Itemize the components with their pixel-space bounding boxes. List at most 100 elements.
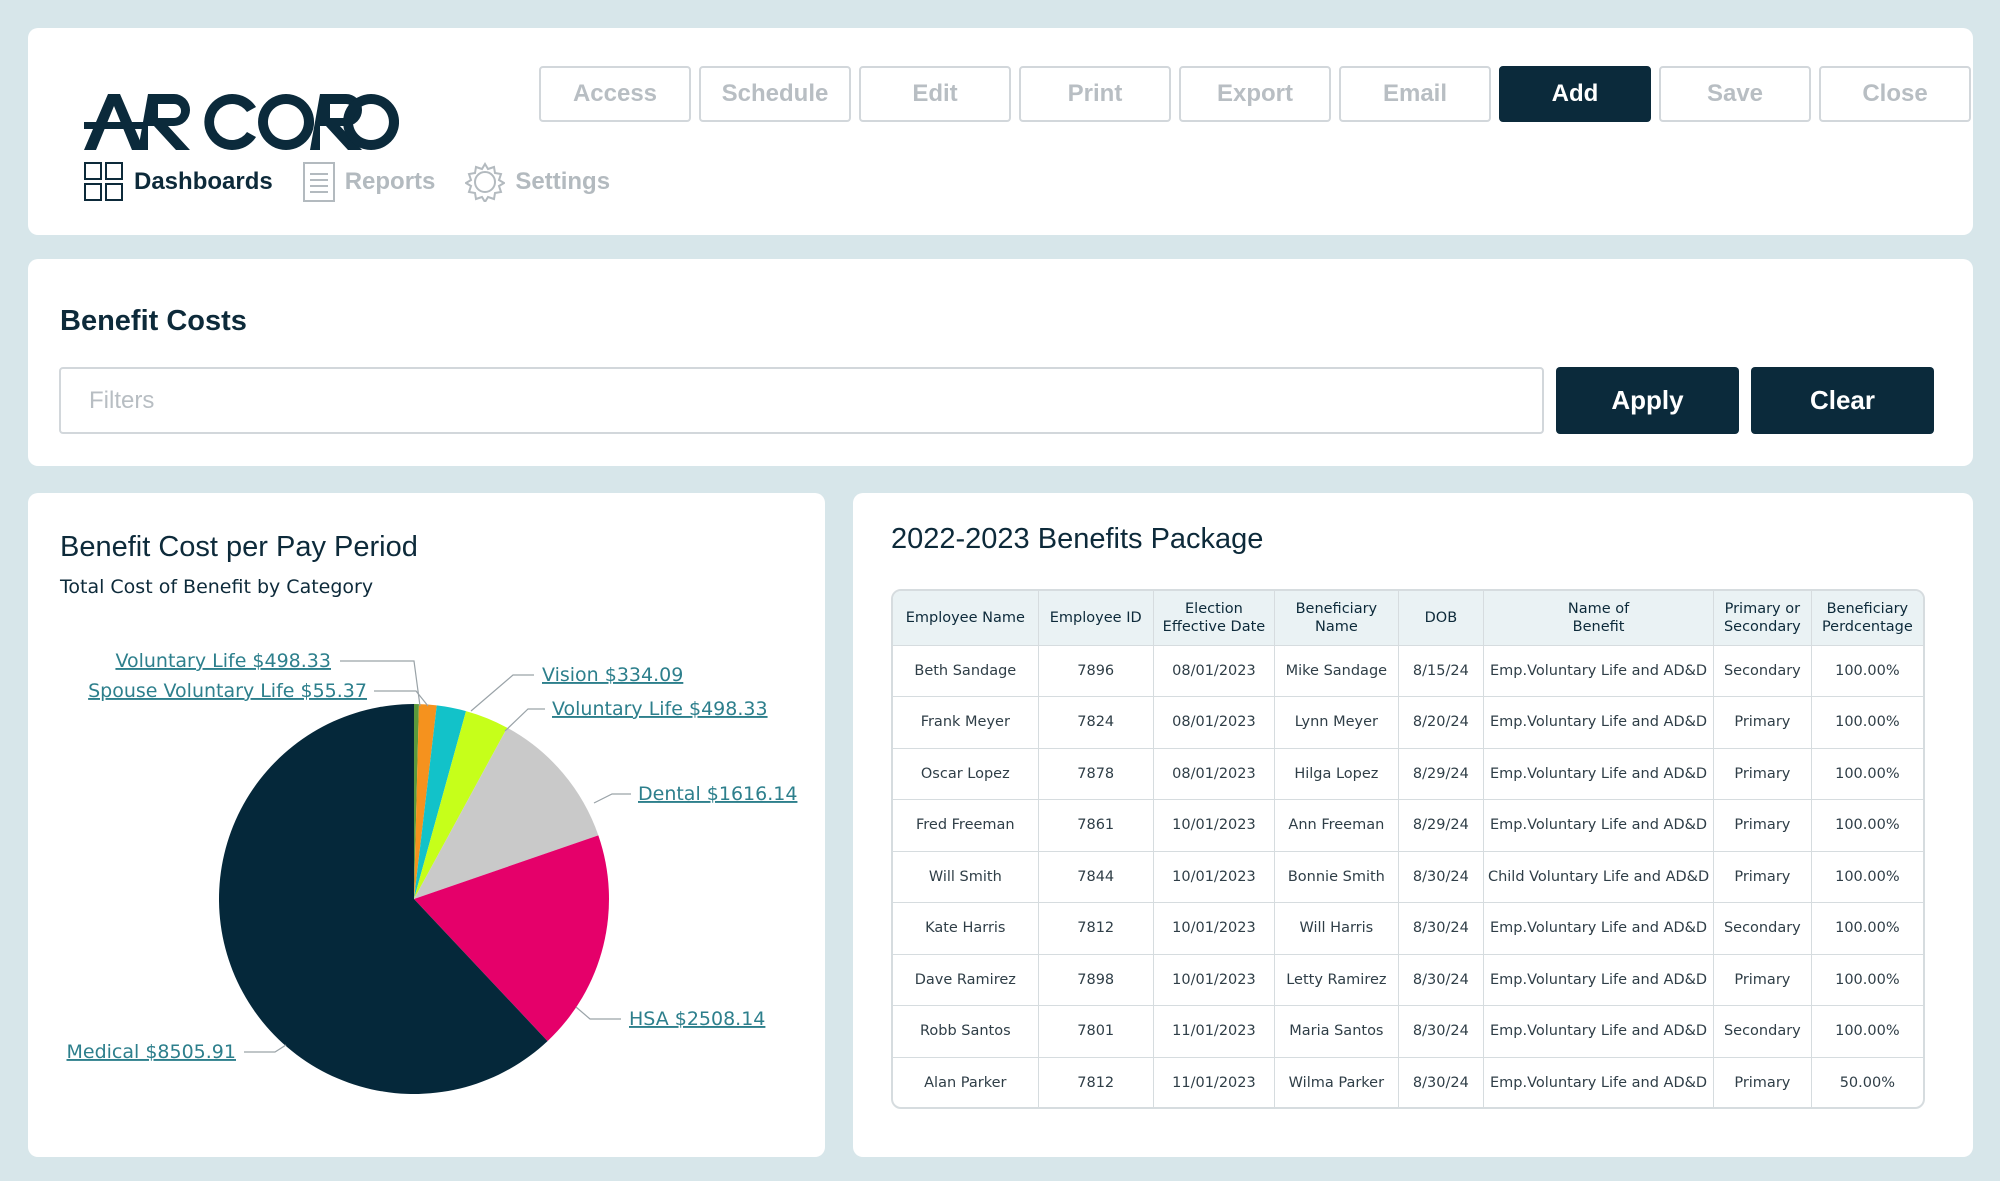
document-icon [302,162,335,202]
table-cell: Primary [1713,851,1812,903]
table-row[interactable]: Beth Sandage 7896 08/01/2023 Mike Sandage 8/… [893,645,1923,697]
table-cell: Bonnie Smith [1274,851,1399,903]
table-row[interactable]: Fred Freeman 7861 10/01/2023 Ann Freeman 8/2… [893,799,1923,852]
pie-slice[interactable] [414,835,609,1042]
table-cell: 08/01/2023 [1153,645,1276,697]
table-cell: 100.00% [1811,645,1923,697]
add-button[interactable]: Add [1499,66,1651,122]
email-button[interactable]: Email [1339,66,1491,122]
pie-slice[interactable] [414,705,467,899]
export-button[interactable]: Export [1179,66,1331,122]
column-header-line: DOB [1424,609,1458,626]
column-header-line: Election [1185,600,1243,617]
pie-leader-line [374,690,429,707]
pie-slice[interactable] [414,727,599,899]
table-cell: 7896 [1038,645,1154,697]
tab-settings[interactable]: Settings [465,162,610,202]
column-header-line: Benefit [1572,618,1625,635]
table-cell: Emp.Voluntary Life and AD&D [1483,902,1714,955]
filters-input[interactable] [59,367,1544,434]
tab-dashboards[interactable]: Dashboards [84,162,273,202]
pie-slice[interactable] [219,704,548,1094]
table-cell: Robb Santos [893,1005,1039,1058]
table-cell: Will Smith [893,851,1039,903]
tab-reports-label: Reports [344,168,436,195]
table-cell: 7898 [1038,954,1154,1006]
table-row[interactable]: Dave Ramirez 7898 10/01/2023 Letty Ramirez 8… [893,954,1923,1006]
table-cell: 100.00% [1811,902,1923,955]
table-cell: 8/30/24 [1398,902,1485,955]
pie-slice-label[interactable]: Dental $1616.14 [638,783,797,805]
table-cell: Emp.Voluntary Life and AD&D [1483,954,1714,1006]
pie-leader-line [340,660,421,707]
table-cell: Dave Ramirez [893,954,1039,1006]
pie-slice-label[interactable]: Spouse Voluntary Life $55.37 [88,680,367,702]
column-header: Primary or Secondary [1713,591,1812,646]
save-button[interactable]: Save [1659,66,1811,122]
pie-slice-label[interactable]: Voluntary Life $498.33 [552,698,768,720]
table-cell: Beth Sandage [893,645,1039,697]
tab-dashboards-label: Dashboards [134,168,273,195]
pie-leader-line [504,708,545,732]
schedule-button[interactable]: Schedule [699,66,851,122]
table-cell: 100.00% [1811,799,1923,852]
clear-button[interactable]: Clear [1751,367,1934,434]
pie-slice-label[interactable]: Voluntary Life $498.33 [115,650,331,672]
table-cell: Secondary [1713,645,1812,697]
table-cell: Frank Meyer [893,696,1039,749]
table-cell: 8/30/24 [1398,954,1485,1006]
access-button[interactable]: Access [539,66,691,122]
table-cell: Hilga Lopez [1274,748,1399,800]
table-cell: 8/15/24 [1398,645,1485,697]
pie-slice[interactable] [414,704,419,899]
table-row[interactable]: Robb Santos 7801 11/01/2023 Maria Santos 8/3… [893,1005,1923,1058]
tab-settings-label: Settings [515,168,611,195]
close-button[interactable]: Close [1819,66,1971,122]
table-row[interactable]: Frank Meyer 7824 08/01/2023 Lynn Meyer 8/20/… [893,696,1923,749]
pie-slice-label[interactable]: Vision $334.09 [542,664,683,686]
table-cell: 10/01/2023 [1153,799,1276,852]
table-cell: Maria Santos [1274,1005,1399,1058]
table-row[interactable]: Oscar Lopez 7878 08/01/2023 Hilga Lopez 8/29… [893,748,1923,800]
table-cell: 08/01/2023 [1153,696,1276,749]
table-cell: 7824 [1038,696,1154,749]
table-cell: Kate Harris [893,902,1039,955]
table-cell: Primary [1713,799,1812,852]
column-header-line: Name of [1567,600,1630,617]
table-cell: Secondary [1713,1005,1812,1058]
table-cell: 100.00% [1811,1005,1923,1058]
table-cell: Ann Freeman [1274,799,1399,852]
table-cell: 11/01/2023 [1153,1005,1276,1058]
table-row[interactable]: Alan Parker 7812 11/01/2023 Wilma Parker 8/3… [893,1057,1923,1107]
pie-slice[interactable] [414,711,508,899]
table-cell: 8/20/24 [1398,696,1485,749]
table-cell: Alan Parker [893,1057,1039,1107]
table-cell: Primary [1713,954,1812,1006]
apply-button[interactable]: Apply [1556,367,1739,434]
table-row[interactable]: Kate Harris 7812 10/01/2023 Will Harris 8/30… [893,902,1923,955]
toolbar: Access Schedule Edit Print Export Email … [539,66,1971,122]
filter-card: Benefit Costs Apply Clear [28,259,1973,466]
pie-leader-line [470,674,534,712]
tab-reports[interactable]: Reports [302,162,436,202]
pie-slice-label[interactable]: HSA $2508.14 [629,1008,765,1030]
table-cell: 10/01/2023 [1153,902,1276,955]
table-cell: 50.00% [1839,1075,1895,1091]
table-cell: 100.00% [1811,851,1923,903]
print-button[interactable]: Print [1019,66,1171,122]
table-cell: 100.00% [1811,748,1923,800]
chart-title: Benefit Cost per Pay Period [60,531,418,563]
column-header-line: Employee Name [905,609,1025,626]
table-row[interactable]: Will Smith 7844 10/01/2023 Bonnie Smith 8/30… [893,851,1923,903]
column-header: Employee ID [1038,591,1154,646]
table-cell: 08/01/2023 [1153,748,1276,800]
table-cell: 11/01/2023 [1153,1057,1276,1107]
table-cell: Fred Freeman [893,799,1039,852]
pie-slice-label[interactable]: Medical $8505.91 [67,1041,237,1063]
table-cell: Letty Ramirez [1274,954,1399,1006]
nav-tabs: Dashboards Reports [84,162,610,202]
pie-slice[interactable] [414,704,437,899]
section-title: Benefit Costs [60,305,247,337]
edit-button[interactable]: Edit [859,66,1011,122]
column-header: Beneficiary Perdcentage [1811,591,1923,646]
